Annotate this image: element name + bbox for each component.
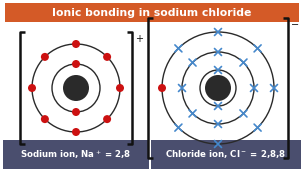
Text: Chloride ion, Cl$^-$ = 2,8,8: Chloride ion, Cl$^-$ = 2,8,8: [165, 148, 287, 161]
Bar: [3, 140, 149, 169]
Circle shape: [41, 53, 49, 61]
Circle shape: [28, 84, 36, 92]
Circle shape: [72, 60, 80, 68]
Text: +: +: [135, 34, 143, 44]
Circle shape: [63, 75, 89, 101]
Bar: [5, 3, 299, 22]
Circle shape: [205, 75, 231, 101]
Circle shape: [158, 84, 166, 92]
Circle shape: [72, 40, 80, 48]
Circle shape: [116, 84, 124, 92]
Text: −: −: [291, 20, 299, 30]
Circle shape: [72, 128, 80, 136]
Text: Sodium ion, Na$^+$ = 2,8: Sodium ion, Na$^+$ = 2,8: [20, 148, 132, 161]
Circle shape: [103, 115, 111, 123]
Circle shape: [103, 53, 111, 61]
Circle shape: [41, 115, 49, 123]
Text: Ionic bonding in sodium chloride: Ionic bonding in sodium chloride: [52, 8, 252, 17]
Circle shape: [72, 108, 80, 116]
Bar: [151, 140, 301, 169]
